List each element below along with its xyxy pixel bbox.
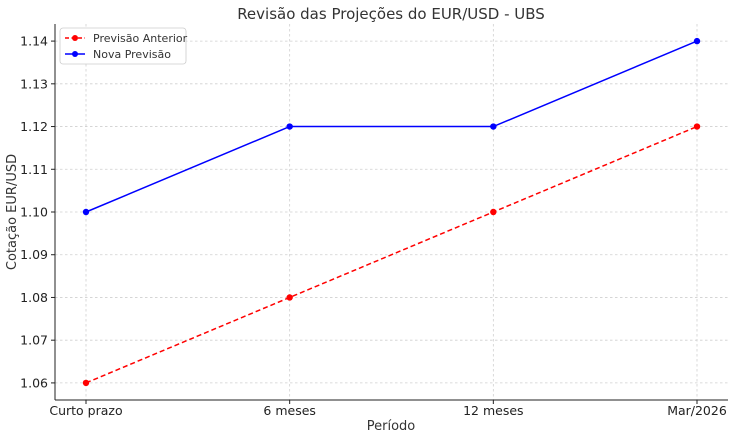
legend-label: Nova Previsão: [93, 48, 171, 61]
x-tick-label: 6 meses: [263, 403, 316, 418]
x-tick-label: Mar/2026: [667, 403, 727, 418]
legend-label: Previsão Anterior: [93, 32, 188, 45]
y-tick-label: 1.12: [20, 119, 48, 134]
y-tick-label: 1.11: [20, 162, 48, 177]
y-tick-label: 1.09: [20, 247, 48, 262]
data-point: [286, 294, 293, 301]
series-line: [85, 40, 698, 213]
legend: Previsão Anterior Nova Previsão: [59, 27, 188, 65]
x-tick-label: 12 meses: [463, 403, 523, 418]
y-ticks: 1.06 1.07 1.08 1.09 1.10 1.11 1.12 1.13 1.14: [20, 34, 55, 390]
grid: [55, 24, 728, 400]
x-axis-label: Período: [367, 419, 416, 434]
y-tick-label: 1.10: [20, 205, 48, 220]
y-axis-label: Cotação EUR/USD: [5, 154, 20, 270]
data-point: [286, 123, 293, 130]
x-tick-label: Curto prazo: [49, 403, 122, 418]
y-tick-label: 1.08: [20, 290, 48, 305]
data-point: [490, 208, 497, 216]
chart-title: Revisão das Projeções do EUR/USD - UBS: [237, 5, 545, 23]
y-tick-label: 1.07: [20, 333, 48, 348]
data-point: [693, 123, 701, 130]
data-point: [82, 208, 90, 216]
series: [82, 37, 701, 387]
y-tick-label: 1.13: [20, 76, 48, 91]
data-point: [693, 37, 701, 45]
x-ticks: Curto prazo 6 meses 12 meses Mar/2026: [49, 400, 727, 418]
data-point: [82, 379, 90, 387]
y-tick-label: 1.14: [20, 34, 48, 49]
series-line: [85, 125, 698, 384]
legend-marker: [72, 51, 78, 57]
legend-marker: [72, 35, 78, 41]
y-tick-label: 1.06: [20, 375, 48, 390]
legend-box: [59, 27, 187, 65]
data-point: [490, 123, 497, 130]
